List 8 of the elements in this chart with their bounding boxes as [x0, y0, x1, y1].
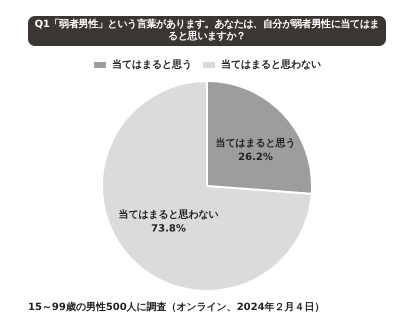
legend-label: 当てはまると思う	[112, 58, 192, 71]
slice-label: 当てはまると思わない	[118, 208, 219, 220]
text: 15～99歳の男性500人に調査（オンライン、2024年２月４日）	[28, 300, 325, 314]
data-label: 73.8%	[151, 223, 186, 234]
legend-label: 当てはまると思わない	[221, 58, 321, 71]
slice-label: 当てはまると思う	[215, 136, 296, 149]
data-label: 26.2%	[238, 152, 273, 163]
chart-title: Q1「弱者男性」という言葉があります。あなたは、自分が弱者男性に当てはまると思いますか？	[28, 16, 386, 46]
